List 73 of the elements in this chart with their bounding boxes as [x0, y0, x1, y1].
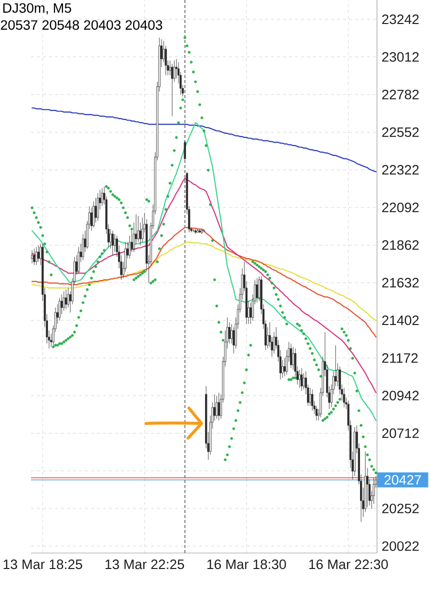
candlestick — [90, 208, 93, 231]
candlestick — [256, 278, 258, 303]
candlestick — [64, 289, 68, 310]
candlestick — [286, 350, 288, 375]
y-tick-label: 23242 — [382, 14, 419, 24]
y-tick-label: 20022 — [382, 541, 419, 551]
candlestick — [101, 188, 104, 206]
candlestick — [112, 230, 114, 256]
candlestick — [270, 336, 273, 357]
y-tick-label: 23012 — [382, 52, 419, 62]
candlestick — [137, 216, 140, 242]
y-tick-label: 22322 — [382, 165, 419, 175]
candlestick — [300, 368, 303, 392]
y-tick-label: 20942 — [382, 390, 419, 400]
candlestick — [60, 294, 63, 314]
candlestick — [290, 343, 292, 368]
candlestick — [298, 370, 301, 388]
candlestick — [96, 192, 99, 222]
candlestick — [82, 234, 84, 260]
candlestick — [205, 386, 208, 449]
candlestick — [315, 406, 318, 421]
chart-title: DJ30m, M5 — [3, 3, 72, 14]
candlestick — [216, 396, 218, 420]
candlestick — [266, 326, 269, 349]
candlestick — [37, 245, 40, 262]
candlestick — [62, 290, 65, 312]
candlestick — [232, 326, 235, 354]
y-tick-label: 21172 — [382, 353, 418, 363]
y-tick-label: 21402 — [382, 316, 419, 326]
candlestick — [368, 479, 371, 506]
candlestick — [78, 246, 80, 274]
candlestick — [184, 140, 186, 161]
candlestick — [214, 394, 216, 421]
candlestick — [268, 322, 271, 348]
x-tick-label: 13 Mar 18:25 — [4, 560, 82, 570]
candlestick — [282, 360, 284, 378]
y-tick-label: 21632 — [382, 278, 419, 288]
candlestick — [35, 246, 38, 266]
candlestick — [180, 72, 182, 96]
candlestick — [338, 366, 341, 395]
candlestick — [218, 392, 220, 421]
y-tick-label: 21862 — [382, 240, 419, 250]
candlestick — [311, 389, 314, 411]
candlestick — [94, 198, 97, 223]
candlestick — [294, 348, 296, 377]
candlestick — [284, 358, 286, 377]
candlestick — [33, 248, 36, 266]
candlestick — [120, 255, 122, 280]
candlestick — [334, 344, 337, 386]
candlestick — [171, 64, 174, 116]
y-tick-label: 20712 — [382, 428, 419, 438]
candlestick — [202, 228, 206, 233]
candlestick — [250, 302, 252, 324]
y-tick-label: 22092 — [382, 202, 419, 212]
y-tick-label: 22552 — [382, 127, 419, 137]
x-tick-label: 13 Mar 22:25 — [106, 560, 184, 570]
candlestick — [124, 242, 126, 272]
candlestick — [354, 426, 356, 476]
candlestick — [192, 228, 194, 233]
candlestick — [92, 201, 95, 228]
candlestick — [309, 388, 312, 406]
text: 20537 20548 20403 20403 — [0, 20, 162, 30]
x-tick-label: 16 Mar 18:30 — [207, 560, 286, 570]
candlestick — [292, 346, 294, 370]
x-tick-label: 16 Mar 22:30 — [309, 560, 388, 570]
y-tick-label: 22782 — [382, 90, 419, 100]
y-tick-label: 20252 — [382, 504, 419, 514]
candlestick — [169, 60, 172, 76]
ref-line-label: 20427 — [384, 475, 421, 485]
candlestick — [114, 234, 116, 252]
candlestick — [343, 388, 346, 408]
candlestick — [31, 250, 34, 264]
candlestick — [230, 324, 233, 344]
